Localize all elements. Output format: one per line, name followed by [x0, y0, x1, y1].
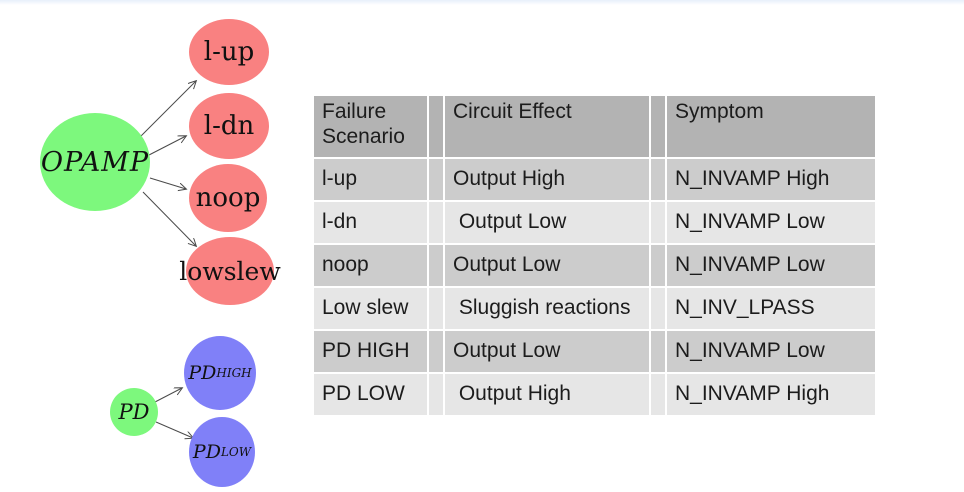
cell-spacer — [651, 331, 665, 372]
cell-symptom: N_INVAMP High — [667, 159, 875, 200]
node-l-up-label: l-up — [203, 37, 255, 67]
cell-symptom: N_INVAMP Low — [667, 331, 875, 372]
cell-spacer — [429, 374, 443, 415]
edge-opamp-lowslew — [142, 191, 196, 246]
node-pd-label: PD — [118, 400, 150, 424]
node-pd-high-subscript: HIGH — [216, 366, 252, 380]
cell-symptom: N_INVAMP Low — [667, 202, 875, 243]
edge-opamp-ldn — [148, 136, 186, 156]
table-row: PD LOW Output High N_INVAMP High — [314, 374, 875, 415]
node-pd: PD — [110, 388, 158, 436]
cell-scenario: PD HIGH — [314, 331, 427, 372]
header-spacer — [651, 96, 665, 157]
node-noop-label: noop — [195, 183, 261, 213]
cell-spacer — [651, 374, 665, 415]
node-pd-high: PD HIGH — [184, 336, 256, 410]
table-header-row: Failure Scenario Circuit Effect Symptom — [314, 96, 875, 157]
header-symptom: Symptom — [667, 96, 875, 157]
cell-spacer — [429, 202, 443, 243]
cell-effect: Output High — [445, 159, 649, 200]
node-pd-low-subscript: LOW — [220, 445, 252, 459]
header-spacer — [429, 96, 443, 157]
edge-opamp-lup — [140, 81, 196, 137]
table-row: PD HIGH Output Low N_INVAMP Low — [314, 331, 875, 372]
cell-spacer — [651, 202, 665, 243]
node-lowslew: lowslew — [179, 237, 281, 305]
table-row: noop Output Low N_INVAMP Low — [314, 245, 875, 286]
edge-opamp-noop — [149, 177, 186, 189]
edge-pd-pdhigh — [154, 388, 182, 403]
cell-symptom: N_INVAMP Low — [667, 245, 875, 286]
diagram-arrows — [140, 0, 320, 492]
table-row: l-dn Output Low N_INVAMP Low — [314, 202, 875, 243]
failure-scenario-table: Failure Scenario Circuit Effect Symptom … — [312, 94, 877, 417]
cell-spacer — [429, 288, 443, 329]
cell-spacer — [651, 288, 665, 329]
cell-effect: Output Low — [445, 245, 649, 286]
cell-scenario: noop — [314, 245, 427, 286]
cell-spacer — [651, 159, 665, 200]
cell-effect: Output Low — [445, 202, 649, 243]
header-failure-scenario: Failure Scenario — [314, 96, 427, 157]
top-edge-highlight — [0, 0, 964, 5]
node-lowslew-label: lowslew — [179, 256, 281, 286]
edge-pd-pdlow — [155, 421, 193, 438]
cell-spacer — [429, 245, 443, 286]
cell-scenario: Low slew — [314, 288, 427, 329]
failure-mode-diagram: OPAMP l-up l-dn noop lowslew PD PD HIGH P… — [0, 0, 320, 492]
cell-scenario: l-up — [314, 159, 427, 200]
cell-effect: Sluggish reactions — [445, 288, 649, 329]
cell-effect: Output High — [445, 374, 649, 415]
node-opamp: OPAMP — [40, 113, 150, 211]
cell-scenario: PD LOW — [314, 374, 427, 415]
cell-symptom: N_INV_LPASS — [667, 288, 875, 329]
node-opamp-label: OPAMP — [40, 146, 150, 178]
cell-scenario: l-dn — [314, 202, 427, 243]
node-pd-low-label: PD — [192, 441, 221, 463]
node-noop: noop — [189, 164, 267, 232]
header-circuit-effect: Circuit Effect — [445, 96, 649, 157]
cell-spacer — [651, 245, 665, 286]
node-l-up: l-up — [189, 19, 269, 85]
node-pd-high-label: PD — [188, 362, 217, 384]
cell-spacer — [429, 159, 443, 200]
cell-symptom: N_INVAMP High — [667, 374, 875, 415]
table-row: l-up Output High N_INVAMP High — [314, 159, 875, 200]
table-row: Low slew Sluggish reactions N_INV_LPASS — [314, 288, 875, 329]
node-l-dn: l-dn — [189, 93, 269, 159]
cell-effect: Output Low — [445, 331, 649, 372]
cell-spacer — [429, 331, 443, 372]
node-l-dn-label: l-dn — [203, 111, 255, 141]
node-pd-low: PD LOW — [189, 417, 255, 487]
